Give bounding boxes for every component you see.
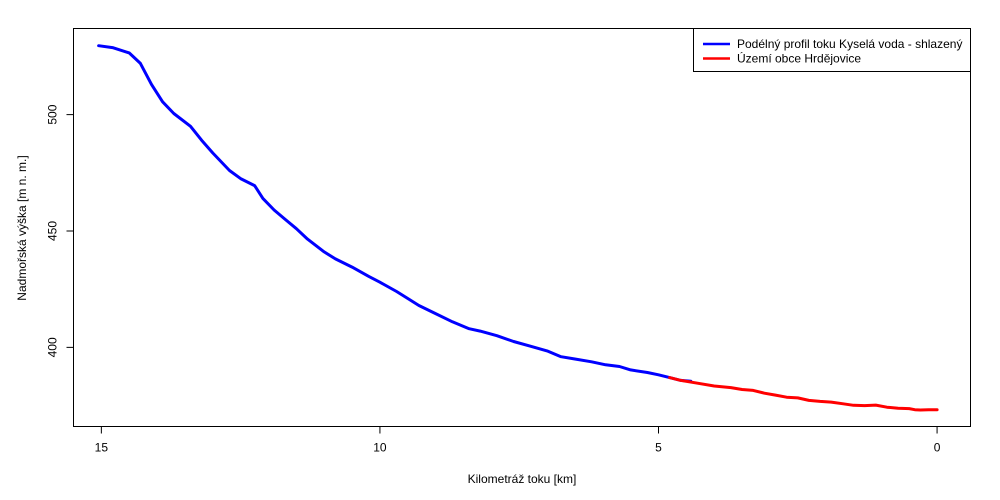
legend-label-hrdejovice: Území obce Hrdějovice xyxy=(737,51,861,66)
y-tick-label: 500 xyxy=(46,104,60,124)
y-tick-label: 450 xyxy=(46,221,60,241)
series-line-hrdejovice xyxy=(668,376,939,412)
series-line-profile xyxy=(97,44,693,383)
x-tick-label: 0 xyxy=(934,441,941,455)
x-tick-label: 5 xyxy=(655,441,662,455)
x-axis-label: Kilometráž toku [km] xyxy=(468,472,577,486)
legend: Podélný profil toku Kyselá voda - shlaze… xyxy=(693,28,971,72)
y-axis-label: Nadmořská výška [m n. m.] xyxy=(15,155,29,300)
legend-label-profile: Podélný profil toku Kyselá voda - shlaze… xyxy=(737,37,962,51)
x-tick-label: 15 xyxy=(95,441,109,455)
x-tick-label: 10 xyxy=(373,441,387,455)
plot-frame xyxy=(73,28,971,427)
legend-box xyxy=(693,28,971,72)
y-tick-label: 400 xyxy=(46,337,60,357)
series-layer xyxy=(97,44,939,412)
x-axis: 15 10 5 0 xyxy=(95,426,941,455)
y-axis: 400 450 500 xyxy=(46,104,74,357)
